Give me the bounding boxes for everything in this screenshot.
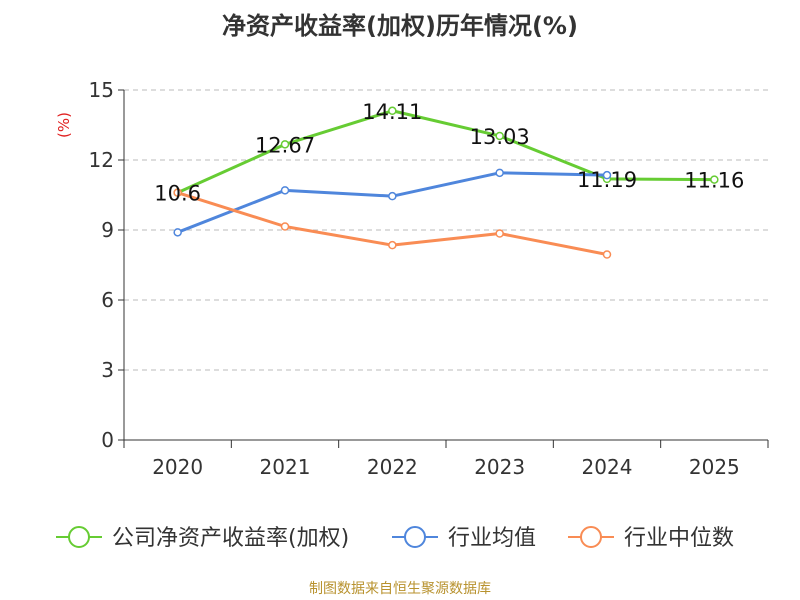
data-point xyxy=(602,250,612,259)
series-line-0 xyxy=(177,109,715,195)
x-tick-label: 2025 xyxy=(689,455,740,479)
legend-label: 公司净资产收益率(加权) xyxy=(112,526,349,551)
y-axis-label: (%) xyxy=(55,112,73,138)
y-tick-label: 15 xyxy=(89,78,114,102)
x-tick-label: 2020 xyxy=(152,455,203,479)
data-label: 12.67 xyxy=(255,133,315,157)
chart-title: 净资产收益率(加权)历年情况(%) xyxy=(222,12,578,40)
grid-lines xyxy=(124,89,768,371)
data-point xyxy=(280,140,290,149)
legend: 公司净资产收益率(加权) 行业均值 行业中位数 xyxy=(56,526,734,551)
data-point xyxy=(280,186,290,195)
data-label: 10.6 xyxy=(154,182,201,206)
data-point xyxy=(280,222,290,231)
data-label: 14.11 xyxy=(362,100,422,124)
data-point xyxy=(388,240,397,250)
y-tick-label: 3 xyxy=(101,358,114,382)
y-tick-label: 12 xyxy=(89,148,114,172)
data-point xyxy=(173,188,182,197)
data-point xyxy=(495,168,504,178)
data-label: 13.03 xyxy=(470,125,530,149)
legend-marker xyxy=(404,526,426,548)
y-tick-label: 9 xyxy=(101,218,114,242)
legend-label: 行业中位数 xyxy=(624,526,734,551)
x-tick-label: 2024 xyxy=(582,455,633,479)
data-point xyxy=(495,131,504,141)
data-label: 11.19 xyxy=(577,168,637,192)
data-point xyxy=(602,170,612,180)
x-tick-label: 2021 xyxy=(260,455,311,479)
legend-marker xyxy=(68,526,90,548)
y-tick-label: 6 xyxy=(101,288,114,312)
data-point xyxy=(388,191,397,201)
axes: 0 3 6 9 12 15 (%) 2020 2021 2022 2023 2024 2025 xyxy=(55,78,769,479)
series-points xyxy=(173,106,719,259)
legend-marker xyxy=(580,526,602,548)
legend-label: 行业均值 xyxy=(448,526,536,551)
series-line-1 xyxy=(177,171,608,234)
x-tick-label: 2023 xyxy=(474,455,525,479)
source-note: 制图数据来自恒生聚源数据库 xyxy=(309,581,491,597)
data-point xyxy=(495,229,504,238)
y-tick-label: 0 xyxy=(101,428,114,452)
x-tick-label: 2022 xyxy=(367,455,418,479)
data-point xyxy=(173,228,182,237)
data-label: 11.16 xyxy=(684,169,744,193)
data-labels: 10.6 12.67 14.11 13.03 11.19 11.16 xyxy=(154,100,744,206)
data-point xyxy=(388,106,397,116)
data-point xyxy=(710,175,719,184)
